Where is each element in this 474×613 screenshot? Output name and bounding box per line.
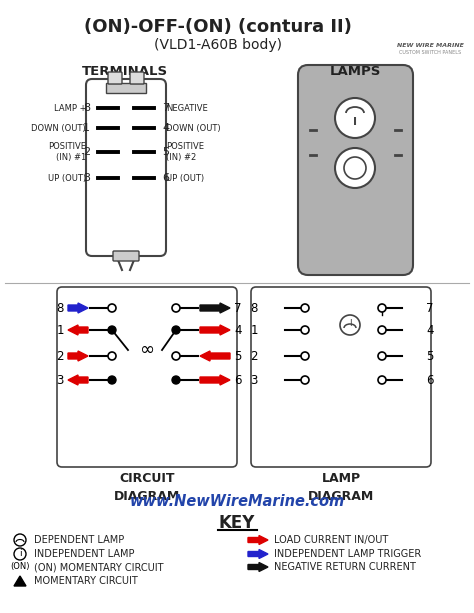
Text: www.NewWireMarine.com: www.NewWireMarine.com bbox=[129, 494, 345, 509]
Text: INDEPENDENT LAMP TRIGGER: INDEPENDENT LAMP TRIGGER bbox=[274, 549, 421, 559]
Circle shape bbox=[378, 304, 386, 312]
FancyBboxPatch shape bbox=[108, 72, 122, 84]
Text: (ON)-OFF-(ON) (contura II): (ON)-OFF-(ON) (contura II) bbox=[84, 18, 352, 36]
FancyArrow shape bbox=[248, 549, 268, 558]
Text: 3: 3 bbox=[83, 173, 90, 183]
Text: i: i bbox=[18, 549, 21, 557]
Circle shape bbox=[301, 304, 309, 312]
Text: NEGATIVE: NEGATIVE bbox=[166, 104, 208, 113]
Text: POSITIVE
(IN) #2: POSITIVE (IN) #2 bbox=[166, 142, 204, 162]
Text: LAMPS: LAMPS bbox=[329, 65, 381, 78]
FancyArrow shape bbox=[200, 325, 230, 335]
Circle shape bbox=[301, 376, 309, 384]
FancyArrow shape bbox=[248, 536, 268, 544]
Text: MOMENTARY CIRCUIT: MOMENTARY CIRCUIT bbox=[34, 576, 138, 586]
Text: 5: 5 bbox=[162, 147, 169, 157]
Text: DEPENDENT LAMP: DEPENDENT LAMP bbox=[34, 535, 124, 545]
Circle shape bbox=[14, 548, 26, 560]
FancyBboxPatch shape bbox=[298, 65, 413, 275]
Text: 7: 7 bbox=[234, 302, 241, 314]
FancyBboxPatch shape bbox=[57, 287, 237, 467]
Text: NEGATIVE RETURN CURRENT: NEGATIVE RETURN CURRENT bbox=[274, 562, 416, 572]
Text: 5: 5 bbox=[234, 349, 241, 362]
FancyArrow shape bbox=[68, 375, 88, 385]
Circle shape bbox=[14, 534, 26, 546]
Text: 4: 4 bbox=[162, 123, 169, 133]
Text: 2: 2 bbox=[250, 349, 258, 362]
Text: CUSTOM SWITCH PANELS: CUSTOM SWITCH PANELS bbox=[399, 50, 461, 55]
Text: DOWN (OUT): DOWN (OUT) bbox=[166, 123, 220, 132]
Circle shape bbox=[108, 376, 116, 384]
Text: POSITIVE
(IN) #1: POSITIVE (IN) #1 bbox=[48, 142, 86, 162]
FancyArrow shape bbox=[248, 563, 268, 571]
Text: KEY: KEY bbox=[219, 514, 255, 532]
Circle shape bbox=[172, 326, 180, 334]
Text: 1: 1 bbox=[83, 123, 90, 133]
Circle shape bbox=[378, 326, 386, 334]
FancyBboxPatch shape bbox=[130, 72, 144, 84]
Circle shape bbox=[335, 98, 375, 138]
Text: 7: 7 bbox=[162, 103, 169, 113]
FancyBboxPatch shape bbox=[251, 287, 431, 467]
FancyBboxPatch shape bbox=[86, 79, 166, 256]
Text: I: I bbox=[349, 319, 351, 327]
Text: 6: 6 bbox=[426, 373, 434, 387]
Text: 7: 7 bbox=[426, 302, 434, 314]
Text: 1: 1 bbox=[56, 324, 64, 337]
Circle shape bbox=[172, 304, 180, 312]
Text: (VLD1-A60B body): (VLD1-A60B body) bbox=[154, 38, 282, 52]
Circle shape bbox=[301, 352, 309, 360]
FancyArrow shape bbox=[200, 375, 230, 385]
Text: 8: 8 bbox=[56, 302, 64, 314]
Text: UP (OUT): UP (OUT) bbox=[166, 173, 204, 183]
Text: 2: 2 bbox=[83, 147, 90, 157]
Text: 5: 5 bbox=[426, 349, 433, 362]
Text: DOWN (OUT): DOWN (OUT) bbox=[31, 123, 86, 132]
Text: UP (OUT): UP (OUT) bbox=[48, 173, 86, 183]
FancyArrow shape bbox=[68, 351, 88, 361]
Text: INDEPENDENT LAMP: INDEPENDENT LAMP bbox=[34, 549, 135, 559]
Text: (ON) MOMENTARY CIRCUIT: (ON) MOMENTARY CIRCUIT bbox=[34, 562, 164, 572]
Text: I: I bbox=[353, 117, 357, 127]
Text: LOAD CURRENT IN/OUT: LOAD CURRENT IN/OUT bbox=[274, 535, 388, 545]
Text: 6: 6 bbox=[162, 173, 169, 183]
Circle shape bbox=[340, 315, 360, 335]
Polygon shape bbox=[14, 576, 26, 586]
Circle shape bbox=[378, 376, 386, 384]
Text: ∞: ∞ bbox=[139, 341, 155, 359]
Text: TERMINALS: TERMINALS bbox=[82, 65, 168, 78]
FancyArrow shape bbox=[200, 351, 230, 361]
FancyBboxPatch shape bbox=[113, 251, 139, 261]
Text: 2: 2 bbox=[56, 349, 64, 362]
Text: 8: 8 bbox=[83, 103, 90, 113]
Text: LAMP
DIAGRAM: LAMP DIAGRAM bbox=[308, 472, 374, 503]
Circle shape bbox=[172, 376, 180, 384]
Text: LAMP +: LAMP + bbox=[54, 104, 86, 113]
Circle shape bbox=[344, 157, 366, 179]
Circle shape bbox=[335, 148, 375, 188]
Circle shape bbox=[378, 352, 386, 360]
FancyBboxPatch shape bbox=[106, 83, 146, 93]
Text: 6: 6 bbox=[234, 373, 241, 387]
Text: 4: 4 bbox=[234, 324, 241, 337]
Circle shape bbox=[172, 352, 180, 360]
Text: 8: 8 bbox=[251, 302, 258, 314]
Circle shape bbox=[108, 304, 116, 312]
Circle shape bbox=[108, 352, 116, 360]
Text: 3: 3 bbox=[56, 373, 64, 387]
Circle shape bbox=[108, 326, 116, 334]
FancyArrow shape bbox=[68, 325, 88, 335]
Text: (ON): (ON) bbox=[10, 563, 30, 571]
FancyArrow shape bbox=[200, 303, 230, 313]
Text: 3: 3 bbox=[251, 373, 258, 387]
Text: 4: 4 bbox=[426, 324, 434, 337]
Text: CIRCUIT
DIAGRAM: CIRCUIT DIAGRAM bbox=[114, 472, 180, 503]
Text: 1: 1 bbox=[250, 324, 258, 337]
FancyArrow shape bbox=[68, 303, 88, 313]
Circle shape bbox=[301, 326, 309, 334]
Text: NEW WIRE MARINE: NEW WIRE MARINE bbox=[397, 42, 464, 47]
